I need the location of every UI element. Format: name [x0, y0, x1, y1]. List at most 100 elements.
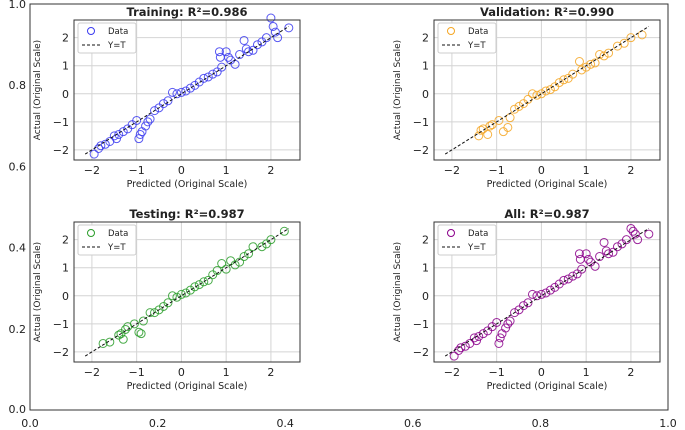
- data-point: [185, 83, 195, 93]
- legend-data-label: Data: [468, 27, 488, 37]
- data-point: [221, 47, 231, 57]
- data-point: [214, 47, 224, 57]
- data-point: [143, 117, 153, 127]
- data-point: [541, 86, 551, 96]
- data-point: [581, 62, 591, 72]
- data-point: [599, 237, 609, 247]
- y-tick-label: 2: [422, 234, 429, 247]
- background-y-tick-label: 1.0: [9, 0, 27, 11]
- data-point: [181, 86, 191, 96]
- y-equals-t-line: [84, 228, 290, 357]
- data-point: [559, 75, 569, 85]
- data-point: [574, 57, 584, 67]
- background-x-tick-label: 0.6: [404, 417, 422, 430]
- legend-data-marker: [87, 229, 95, 237]
- data-point: [172, 89, 182, 99]
- data-point: [223, 52, 233, 62]
- y-tick-label: 0: [62, 290, 69, 303]
- data-point: [248, 45, 258, 55]
- x-axis-label: Predicted (Original Scale): [487, 179, 608, 190]
- data-point: [474, 331, 484, 341]
- data-point: [554, 78, 564, 88]
- data-point: [266, 13, 276, 23]
- data-point: [536, 289, 546, 299]
- data-point: [199, 277, 209, 287]
- x-tick-label: 2: [267, 164, 274, 177]
- data-point: [141, 121, 151, 131]
- data-point: [145, 114, 155, 124]
- x-tick-label: −2: [444, 164, 460, 177]
- data-point: [505, 316, 515, 326]
- data-point: [96, 141, 106, 151]
- x-tick-label: 2: [267, 366, 274, 379]
- y-tick-label: −2: [413, 346, 429, 359]
- x-tick-label: 1: [583, 366, 590, 379]
- data-point: [478, 329, 488, 339]
- plot-frame: [73, 19, 301, 161]
- legend-data-label: Data: [108, 229, 128, 239]
- legend-line-label: Y=T: [467, 243, 486, 253]
- data-point: [510, 308, 520, 318]
- subplot-title: Validation: R²=0.990: [480, 5, 614, 19]
- legend-data-label: Data: [468, 229, 488, 239]
- data-point: [644, 229, 654, 239]
- data-point: [485, 121, 495, 131]
- data-point: [270, 27, 280, 37]
- legend-data-marker: [447, 27, 455, 35]
- data-point: [244, 47, 254, 57]
- data-point: [550, 282, 560, 292]
- x-tick-label: −2: [444, 366, 460, 379]
- data-point: [621, 235, 631, 245]
- legend: Data Y=T: [437, 22, 497, 54]
- x-tick-label: −1: [129, 366, 145, 379]
- legend-data-marker: [447, 229, 455, 237]
- data-point: [456, 343, 466, 353]
- data-point: [109, 131, 119, 141]
- x-tick-label: 2: [627, 366, 634, 379]
- data-point: [163, 298, 173, 308]
- y-equals-t-line: [444, 228, 650, 357]
- data-point: [118, 127, 128, 137]
- background-x-tick-label: 1.0: [659, 417, 677, 430]
- data-point: [135, 129, 145, 139]
- data-point: [120, 324, 130, 334]
- data-point: [449, 351, 459, 361]
- subplot-validation: −2 −1 0 1 2 −2 −1 0 1 2 Data Y=T Validation: R²=0.99…: [393, 5, 661, 190]
- y-tick-label: 2: [62, 234, 69, 247]
- data-point: [586, 59, 596, 69]
- data-point: [167, 87, 177, 97]
- data-point: [261, 33, 271, 43]
- data-point: [476, 125, 486, 135]
- data-point: [203, 72, 213, 82]
- data-point: [150, 106, 160, 116]
- data-point: [495, 333, 505, 343]
- background-y-tick-label: 0.0: [9, 403, 27, 416]
- data-point: [581, 249, 591, 259]
- data-point: [545, 85, 555, 95]
- background-x-tick-label: 0.2: [149, 417, 167, 430]
- data-point: [474, 131, 484, 141]
- background-axis-frame: [29, 3, 669, 411]
- data-point: [167, 291, 177, 301]
- y-axis-label: Actual (Original Scale): [393, 40, 403, 140]
- y-tick-label: 1: [62, 60, 69, 73]
- data-point: [460, 341, 470, 351]
- x-tick-label: 0: [538, 164, 545, 177]
- data-point: [514, 101, 524, 111]
- legend-line-label: Y=T: [467, 41, 486, 51]
- x-tick-label: 0: [178, 164, 185, 177]
- legend: Data Y=T: [77, 22, 137, 54]
- y-tick-label: 1: [422, 262, 429, 275]
- y-tick-label: 1: [62, 262, 69, 275]
- data-point: [577, 65, 587, 75]
- data-point: [630, 229, 640, 239]
- y-tick-label: −1: [53, 116, 69, 129]
- x-tick-label: 0: [178, 366, 185, 379]
- data-point: [626, 33, 636, 43]
- data-point: [248, 242, 258, 252]
- background-x-tick-label: 0.0: [21, 417, 39, 430]
- data-point: [268, 21, 278, 31]
- y-axis-label: Actual (Original Scale): [33, 242, 43, 342]
- data-point: [190, 282, 200, 292]
- data-point: [487, 120, 497, 130]
